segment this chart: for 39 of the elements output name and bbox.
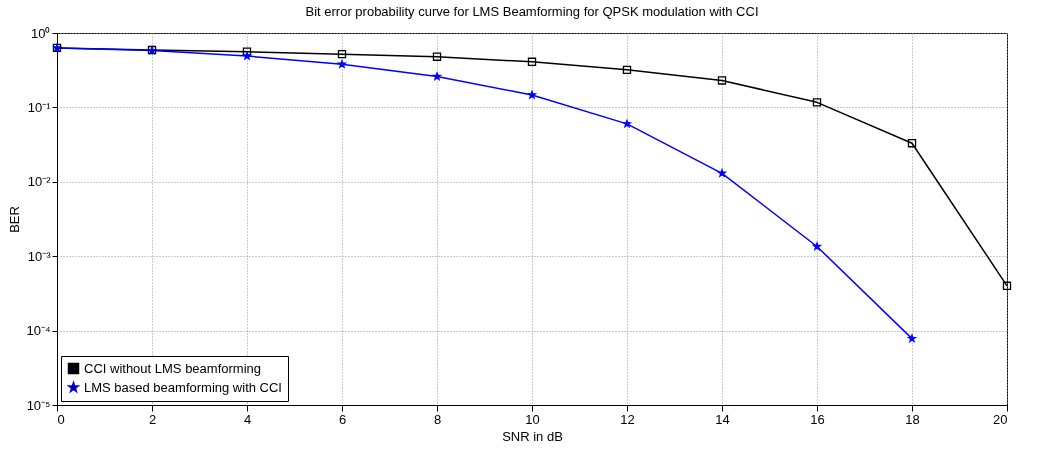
point [907,139,917,148]
x-tick-label: 16 [810,411,825,427]
x-tick-label: 18 [905,411,920,427]
legend-label: CCI without LMS beamforming [84,360,262,376]
legend-label: LMS based beamforming with CCI [84,379,282,395]
point [812,98,822,107]
y-tick-label: 10⁻⁵ [26,397,51,413]
point [527,90,537,99]
x-tick-label: 20 [993,411,1008,427]
point [432,52,442,61]
y-tick-label: 10⁰ [31,25,51,41]
point [527,57,537,66]
point [337,49,347,59]
x-tick-label: 14 [715,411,730,427]
point [907,334,917,343]
y-tick-label: 10⁻³ [27,248,52,264]
x-tick-label: 8 [433,411,442,427]
point [622,65,632,74]
x-tick-label: 10 [525,411,540,427]
x-tick-label: 2 [148,411,157,427]
y-tick-label: 10⁻² [27,174,52,190]
point [812,242,822,251]
y-tick-label: 10⁻⁴ [26,323,51,339]
y-tick-label: 10⁻¹ [27,99,52,115]
x-tick-label: 4 [243,411,252,427]
point [337,60,347,68]
point [242,51,252,60]
x-tick-label: 0 [57,411,65,427]
chart-title: Bit error probability curve for LMS Beamforming for QPSK modulation with CCI [305,4,759,19]
point [242,47,252,56]
point [622,119,632,128]
x-tick-label: 12 [620,411,635,427]
point [717,76,727,85]
point [717,169,727,177]
point [1002,281,1012,290]
x-tick-label: 6 [338,411,347,427]
point [432,72,442,81]
x-axis-title: SNR in dB [502,428,563,444]
y-axis-title: BER [7,206,23,233]
